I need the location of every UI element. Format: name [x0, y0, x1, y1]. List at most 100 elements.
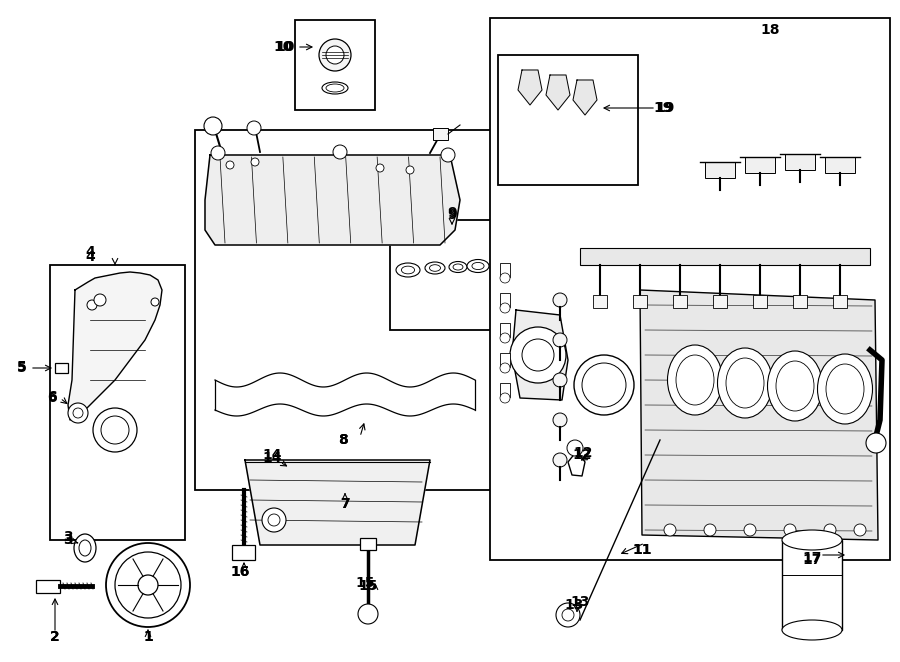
Text: 10: 10: [274, 40, 292, 54]
Polygon shape: [245, 460, 430, 545]
Circle shape: [500, 333, 510, 343]
Polygon shape: [573, 80, 597, 115]
Ellipse shape: [717, 348, 772, 418]
Text: 17: 17: [802, 553, 822, 567]
Polygon shape: [640, 290, 878, 540]
Circle shape: [553, 293, 567, 307]
Circle shape: [268, 514, 280, 526]
Bar: [500, 323, 510, 337]
Bar: [36, 580, 60, 593]
Bar: [500, 263, 510, 277]
Ellipse shape: [726, 358, 764, 408]
Bar: [390, 220, 500, 330]
Text: 8: 8: [338, 433, 348, 447]
Bar: [490, 18, 890, 560]
Ellipse shape: [472, 262, 484, 269]
Circle shape: [94, 294, 106, 306]
Bar: [785, 154, 815, 170]
Ellipse shape: [453, 264, 463, 270]
Ellipse shape: [817, 354, 872, 424]
Text: 8: 8: [338, 433, 348, 447]
Ellipse shape: [74, 534, 96, 562]
Circle shape: [211, 146, 225, 160]
Circle shape: [824, 524, 836, 536]
Circle shape: [510, 327, 566, 383]
Circle shape: [101, 416, 129, 444]
Bar: [580, 248, 870, 265]
Circle shape: [441, 148, 455, 162]
Circle shape: [333, 145, 347, 159]
Text: 19: 19: [653, 101, 672, 115]
Circle shape: [500, 393, 510, 403]
Text: 9: 9: [447, 208, 457, 222]
Circle shape: [866, 433, 886, 453]
Ellipse shape: [676, 355, 714, 405]
Circle shape: [358, 604, 378, 624]
Ellipse shape: [322, 82, 348, 94]
Bar: [745, 157, 775, 173]
Bar: [55, 363, 68, 373]
Circle shape: [376, 164, 384, 172]
Circle shape: [226, 161, 234, 169]
Circle shape: [138, 575, 158, 595]
Bar: [593, 295, 607, 308]
Circle shape: [556, 603, 580, 627]
Text: 11: 11: [632, 543, 652, 557]
Bar: [50, 265, 185, 540]
Bar: [753, 295, 767, 308]
Ellipse shape: [668, 345, 723, 415]
Ellipse shape: [782, 530, 842, 550]
Text: 6: 6: [47, 391, 57, 405]
Ellipse shape: [449, 261, 467, 273]
Circle shape: [406, 166, 414, 174]
Text: 4: 4: [86, 250, 94, 264]
Bar: [195, 130, 500, 490]
Circle shape: [704, 524, 716, 536]
Circle shape: [115, 552, 181, 618]
Text: 16: 16: [230, 565, 249, 579]
Ellipse shape: [768, 351, 823, 421]
Circle shape: [522, 339, 554, 371]
Circle shape: [262, 508, 286, 532]
Text: 7: 7: [340, 497, 350, 511]
Text: 1: 1: [143, 630, 153, 644]
Circle shape: [553, 373, 567, 387]
Circle shape: [106, 543, 190, 627]
Text: 14: 14: [262, 451, 282, 465]
Text: 3: 3: [63, 533, 73, 547]
Circle shape: [562, 609, 574, 621]
Circle shape: [151, 298, 159, 306]
Circle shape: [500, 273, 510, 283]
Circle shape: [567, 440, 583, 456]
Text: 15: 15: [356, 576, 374, 590]
Circle shape: [784, 524, 796, 536]
Bar: [498, 55, 638, 185]
Circle shape: [93, 408, 137, 452]
Text: 9: 9: [447, 206, 457, 220]
Circle shape: [744, 524, 756, 536]
Ellipse shape: [776, 361, 814, 411]
Bar: [705, 162, 735, 178]
Ellipse shape: [429, 265, 440, 271]
Circle shape: [664, 524, 676, 536]
Circle shape: [500, 303, 510, 313]
Circle shape: [553, 333, 567, 347]
Circle shape: [553, 413, 567, 427]
Text: 14: 14: [262, 448, 282, 462]
Bar: [295, 20, 375, 110]
Ellipse shape: [467, 260, 489, 273]
Polygon shape: [205, 155, 460, 245]
Text: 19: 19: [655, 101, 675, 115]
Bar: [793, 295, 807, 308]
Bar: [500, 353, 510, 367]
Text: 12: 12: [573, 446, 593, 460]
Ellipse shape: [396, 263, 420, 277]
Text: 12: 12: [572, 448, 592, 462]
Text: 13: 13: [564, 598, 584, 612]
Text: 11: 11: [632, 543, 652, 557]
Text: 1: 1: [143, 630, 153, 644]
Circle shape: [582, 363, 626, 407]
Bar: [713, 295, 727, 308]
Polygon shape: [68, 272, 162, 420]
Text: 3: 3: [63, 530, 73, 544]
